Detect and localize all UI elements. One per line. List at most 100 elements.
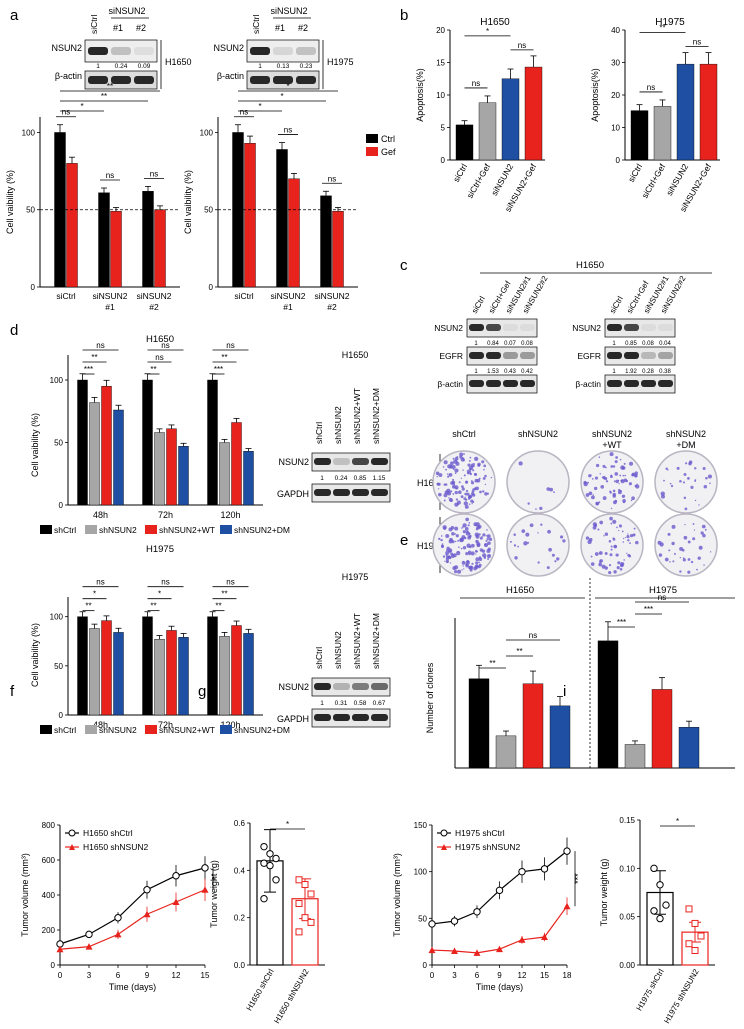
e-colony [471, 502, 473, 505]
h-point [451, 947, 458, 954]
d-band [352, 683, 369, 690]
wb-protein-label: NSUN2 [51, 43, 82, 53]
e-colony [486, 534, 491, 539]
e-colony [683, 496, 687, 500]
e-colony [475, 553, 477, 555]
d-chart-bar [142, 616, 153, 716]
c-quant: 0.28 [642, 369, 654, 375]
e-colony [626, 552, 628, 554]
c-blot-frame [467, 319, 537, 337]
e-colony [610, 522, 613, 525]
d-legend-swatch [145, 725, 157, 734]
f-point [172, 898, 180, 905]
d-blot-frame [312, 484, 390, 502]
b-bar [630, 110, 649, 161]
d-legend-swatch [145, 525, 157, 534]
e-colony [599, 559, 603, 563]
h-xtick-label: 3 [452, 971, 457, 980]
e-colony [546, 566, 550, 570]
e-col-label: +DM [676, 440, 695, 450]
e-colony [613, 480, 616, 483]
e-plate [654, 513, 718, 577]
e-colony [435, 471, 440, 476]
panel-letter-f: f [10, 683, 15, 700]
b-ytick-label: 0 [441, 156, 446, 165]
e-colony [685, 462, 688, 465]
d-quant: 0.58 [354, 700, 367, 707]
d-blot-frame [311, 677, 391, 697]
e-colony [679, 570, 682, 573]
e-colony [537, 561, 540, 564]
d-ytick-label: 100 [50, 376, 64, 385]
a-xtick-label: siCtrl [234, 291, 253, 301]
a-ytick-label: 100 [22, 128, 36, 137]
e-colony [448, 549, 452, 553]
c-quant: 1.92 [625, 369, 637, 375]
a-xtick-label: #1 [283, 302, 293, 312]
e-row-label: H1650 [417, 478, 444, 488]
f-point [56, 945, 64, 953]
a-chart-bar [142, 190, 154, 288]
a-chart-bar [244, 143, 256, 288]
e-colony [481, 460, 485, 464]
e-colony [613, 570, 617, 574]
h-point [473, 908, 481, 916]
e-colony [619, 458, 622, 461]
i-dot [697, 932, 705, 940]
f-point [143, 910, 151, 918]
e-colony [608, 564, 612, 567]
e-colony [665, 467, 668, 470]
a-xtick-label: siNSUN2 [315, 291, 350, 301]
e-colony [467, 463, 471, 467]
e-colony [448, 472, 453, 477]
c-band [520, 324, 535, 331]
i-dot [691, 919, 699, 927]
a-sig-bracket-label: * [286, 82, 289, 91]
g-dot [272, 876, 280, 884]
d-xtick-label: 48h [93, 720, 108, 730]
e-colony [468, 522, 471, 524]
e-colony [697, 556, 701, 560]
e-colony [454, 533, 456, 535]
e-colony [624, 474, 626, 477]
e-bar [624, 744, 646, 769]
e-colony [526, 541, 530, 544]
e-bar [678, 727, 700, 769]
e-colony [619, 567, 623, 571]
e-colony [468, 497, 470, 500]
i-dot [691, 947, 699, 954]
e-colony [462, 565, 464, 567]
e-colony [454, 540, 457, 543]
c-quant: 0.43 [504, 369, 516, 375]
d-ytick-label: 0 [59, 501, 64, 510]
d-band [333, 683, 350, 690]
c-band [607, 324, 622, 331]
e-colony [548, 547, 552, 552]
e-colony [442, 466, 445, 468]
g-dot [260, 895, 268, 903]
e-colony [702, 466, 706, 471]
e-colony [615, 479, 619, 484]
b-bar [653, 106, 672, 161]
e-colony [443, 460, 448, 465]
f-series-line [59, 867, 206, 945]
d-band [314, 714, 331, 721]
e-colony [634, 484, 637, 488]
e-colony [445, 468, 447, 471]
g-xtick-label: H1650 shCtrl [245, 967, 276, 1012]
e-colony [447, 475, 450, 478]
c-blot-frame [605, 375, 675, 393]
e-colony [470, 480, 473, 482]
e-plate [580, 513, 644, 577]
h-point [541, 933, 548, 940]
f-point [201, 864, 209, 872]
d-band [371, 714, 388, 721]
c-band [607, 352, 622, 359]
f-ytick-label: 600 [42, 856, 56, 865]
e-colony [470, 543, 475, 548]
h-point [518, 867, 526, 876]
e-colony [618, 524, 623, 528]
d-chart-bar [113, 409, 124, 506]
e-colony [622, 474, 625, 477]
wb-lane-label: #2 [136, 23, 146, 33]
